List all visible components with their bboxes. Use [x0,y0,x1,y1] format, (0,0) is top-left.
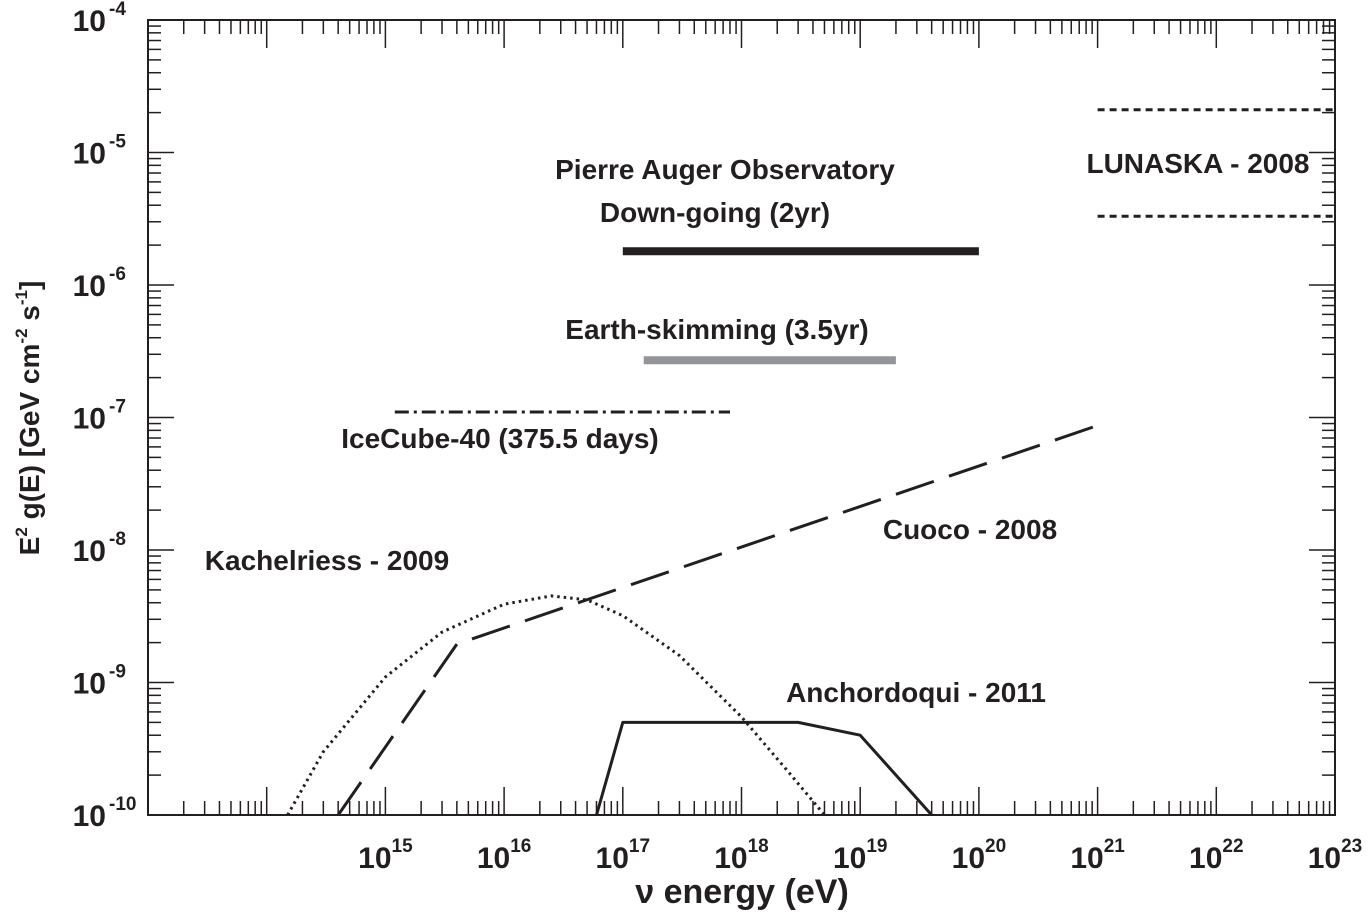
label-anchordoqui: Anchordoqui - 2011 [786,677,1046,708]
axis-ticks [148,20,1335,815]
label-auger-down: Pierre Auger Observatory [555,154,895,185]
y-tick-exponent: -9 [109,662,126,683]
y-tick-exponent: -10 [109,794,136,815]
x-tick-label: 1015 [358,836,413,875]
x-tick-label: 1021 [1070,836,1125,875]
y-tick-label: 10 [73,5,106,38]
y-tick-label: 10 [73,270,106,303]
y-tick-label: 10 [73,138,106,171]
x-tick-label: 1023 [1308,836,1363,875]
y-tick-exponent: -8 [109,529,126,550]
x-tick-label: 1016 [477,836,532,875]
y-axis-label: E2 g(E) [GeV cm-2 s-1] [12,281,45,556]
y-tick-exponent: -4 [109,0,126,20]
label-lunaska-upper: LUNASKA - 2008 [1086,148,1309,179]
plot-frame [147,19,1336,816]
series-layer [286,108,1335,817]
label-auger-earth: Earth-skimming (3.5yr) [565,314,868,345]
y-tick-exponent: -7 [109,397,126,418]
x-tick-label: 1019 [833,836,888,875]
x-axis-label: ν energy (eV) [635,873,849,911]
x-tick-label: 1017 [596,836,651,875]
label-cuoco: Cuoco - 2008 [883,514,1057,545]
series-cuoco [336,424,1099,816]
x-tick-label: 1020 [952,836,1007,875]
label-kachelriess: Kachelriess - 2009 [205,545,449,576]
y-tick-label: 10 [73,403,106,436]
y-tick-label: 10 [73,535,106,568]
label-auger-down: Down-going (2yr) [600,197,830,228]
y-tick-label: 10 [73,800,106,833]
x-tick-label: 1018 [714,836,769,875]
series-labels: Pierre Auger Observatory Down-going (2yr)… [205,148,1310,708]
series-anchordoqui [595,720,933,817]
y-tick-exponent: -6 [109,264,126,285]
series-kachelriess [286,594,826,816]
y-tick-exponent: -5 [109,132,126,153]
y-tick-label: 10 [73,668,106,701]
label-icecube: IceCube-40 (375.5 days) [341,423,659,454]
x-tick-label: 1022 [1189,836,1244,875]
